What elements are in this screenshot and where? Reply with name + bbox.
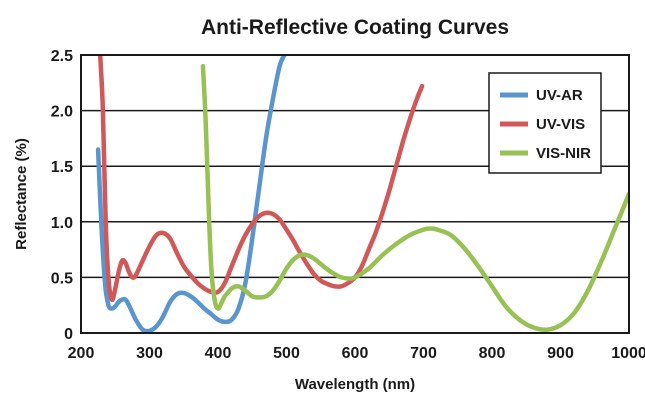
y-tick-2.0: 2.0: [51, 104, 73, 121]
legend-label-vis-nir: VIS-NIR: [536, 145, 591, 162]
x-tick-900: 900: [547, 345, 574, 362]
y-tick-labels: 0 0.5 1.0 1.5 2.0 2.5: [51, 48, 73, 343]
x-tick-600: 600: [342, 345, 369, 362]
x-tick-700: 700: [410, 345, 437, 362]
series-line-uv-ar: [95, 55, 287, 333]
series-group: [95, 55, 629, 333]
legend-label-uv-vis: UV-VIS: [536, 116, 585, 133]
x-tick-200: 200: [68, 345, 95, 362]
x-tick-400: 400: [205, 345, 232, 362]
y-tick-2.5: 2.5: [51, 48, 73, 65]
y-tick-1.0: 1.0: [51, 215, 73, 232]
legend: UV-AR UV-VIS VIS-NIR: [488, 72, 602, 174]
x-axis-label: Wavelength (nm): [295, 376, 415, 393]
y-axis-label: Reflectance (%): [13, 138, 30, 250]
x-tick-800: 800: [479, 345, 506, 362]
x-tick-1000: 1000: [611, 345, 645, 362]
legend-label-uv-ar: UV-AR: [536, 87, 583, 104]
x-tick-300: 300: [136, 345, 163, 362]
series-line-uv-vis: [97, 55, 425, 303]
x-tick-labels: 200 300 400 500 600 700 800 900 1000: [68, 345, 645, 362]
plot-frame: [80, 54, 630, 334]
y-tick-1.5: 1.5: [51, 159, 73, 176]
y-tick-0: 0: [64, 326, 73, 343]
y-tick-0.5: 0.5: [51, 270, 73, 287]
chart-title: Anti-Reflective Coating Curves: [201, 16, 509, 39]
x-tick-500: 500: [273, 345, 300, 362]
series-line-vis-nir: [200, 63, 629, 333]
